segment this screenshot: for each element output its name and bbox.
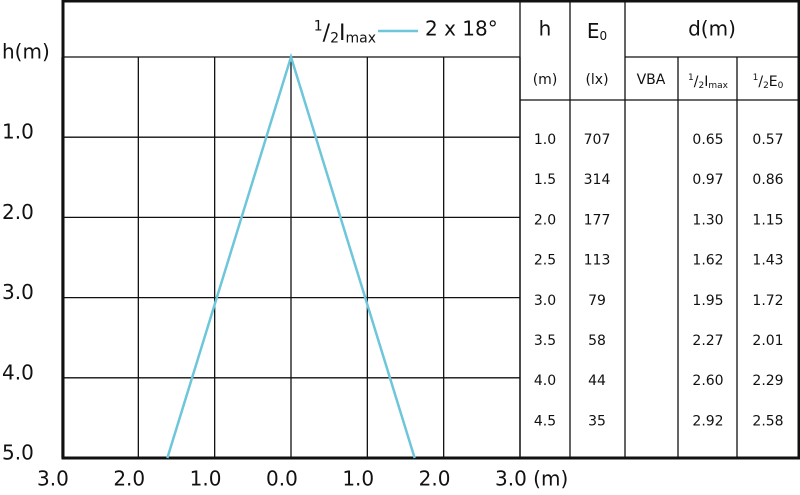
cell-h: 2.5	[534, 253, 556, 269]
subheader-vba: VBA	[637, 72, 666, 88]
header-h: h	[539, 17, 552, 41]
cell-d-imax: 2.92	[692, 413, 723, 429]
cell-e0: 79	[588, 293, 606, 309]
cell-d-e0: 1.43	[752, 253, 783, 269]
beam-line	[166, 52, 416, 459]
y-tick-label: 1.0	[2, 120, 34, 144]
cell-d-imax: 2.60	[692, 373, 723, 389]
cell-d-e0: 0.86	[752, 172, 783, 188]
cell-h: 4.5	[534, 413, 556, 429]
cell-d-imax: 2.27	[692, 333, 723, 349]
cell-h: 2.0	[534, 212, 556, 228]
x-tick-label: 0.0	[266, 467, 298, 491]
subheader-d-e0: 1/2E0	[753, 73, 784, 91]
subscript: 0	[778, 80, 784, 90]
numerator: 1	[688, 73, 694, 83]
cell-h: 3.5	[534, 333, 556, 349]
cell-d-e0: 0.57	[752, 132, 783, 148]
cell-d-imax: 1.95	[692, 293, 723, 309]
cell-d-imax: 0.97	[692, 172, 723, 188]
cell-d-e0: 2.01	[752, 333, 783, 349]
subscript: 0	[600, 29, 608, 43]
numerator: 1	[753, 73, 759, 83]
denominator: 2	[698, 80, 704, 90]
cell-d-e0: 2.58	[752, 413, 783, 429]
slash: /	[758, 74, 763, 90]
legend-text: 2 x 18°	[425, 17, 498, 41]
slash: /	[694, 74, 699, 90]
symbol: I	[339, 21, 346, 46]
x-tick-label: 1.0	[342, 467, 374, 491]
subscript: max	[708, 80, 728, 90]
legend-label: 1/2Imax	[314, 18, 376, 46]
cell-e0: 113	[584, 253, 611, 269]
y-tick-label: 2.0	[2, 200, 34, 224]
cell-e0: 44	[588, 373, 606, 389]
cell-h: 3.0	[534, 293, 556, 309]
cell-d-e0: 1.72	[752, 293, 783, 309]
header-d: d(m)	[688, 17, 736, 41]
denominator: 2	[763, 80, 769, 90]
y-tick-label: h(m)	[2, 40, 50, 64]
cell-h: 4.0	[534, 373, 556, 389]
symbol: E	[769, 74, 778, 90]
header-e0: E0	[587, 19, 607, 43]
frame	[61, 0, 800, 460]
y-tick-label: 3.0	[2, 280, 34, 304]
subheader-e0: (lx)	[585, 72, 608, 88]
x-tick-label: 1.0	[190, 467, 222, 491]
cell-d-imax: 1.30	[692, 212, 723, 228]
cell-e0: 177	[584, 212, 611, 228]
symbol: I	[704, 74, 708, 90]
x-tick-label: 2.0	[113, 467, 145, 491]
numerator: 1	[314, 18, 323, 34]
subheader-d-imax: 1/2Imax	[688, 73, 729, 91]
y-tick-label: 5.0	[2, 441, 34, 465]
cell-e0: 707	[584, 132, 611, 148]
cell-h: 1.5	[534, 172, 556, 188]
subscript: max	[345, 30, 376, 46]
cell-e0: 314	[584, 172, 611, 188]
denominator: 2	[330, 30, 339, 46]
cell-h: 1.0	[534, 132, 556, 148]
slash: /	[323, 21, 331, 46]
x-tick-label: 2.0	[419, 467, 451, 491]
cell-e0: 35	[588, 413, 606, 429]
x-tick-label: 3.0 (m)	[495, 467, 568, 491]
x-tick-label: 3.0	[37, 467, 69, 491]
symbol: E	[587, 19, 600, 43]
cell-d-e0: 1.15	[752, 212, 783, 228]
cell-d-e0: 2.29	[752, 373, 783, 389]
cell-e0: 58	[588, 333, 606, 349]
y-tick-label: 4.0	[2, 360, 34, 384]
subheader-h: (m)	[533, 72, 558, 88]
cell-d-imax: 1.62	[692, 253, 723, 269]
cell-d-imax: 0.65	[692, 132, 723, 148]
